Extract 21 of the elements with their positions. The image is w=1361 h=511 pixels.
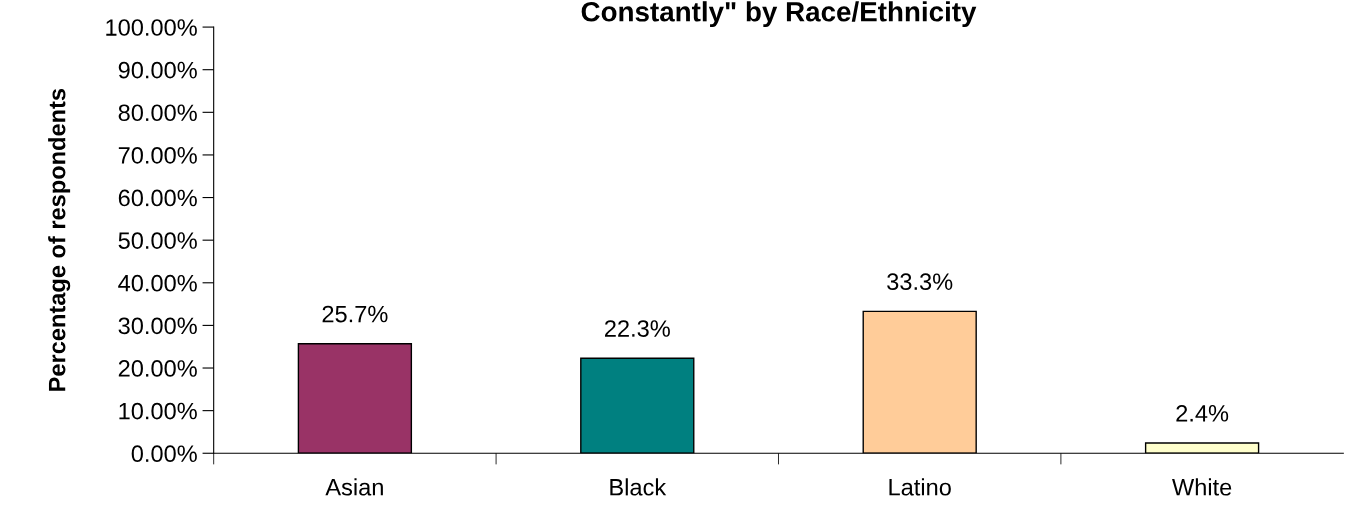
x-tick-label: Latino (889, 478, 951, 496)
y-tick-label: 30.00% (118, 317, 197, 335)
y-tick-label: 50.00% (118, 232, 197, 249)
y-tick-label: 80.00% (118, 104, 197, 122)
x-tick-label: Black (610, 478, 667, 496)
y-tick-label: 10.00% (119, 402, 197, 420)
x-tick-label: Asian (325, 478, 383, 496)
y-tick-label: 0.00% (131, 445, 197, 463)
y-tick-label: 70.00% (118, 147, 197, 164)
y-tick-label: 20.00% (118, 360, 197, 377)
data-label: 2.4% (1176, 404, 1229, 422)
chart-title: Constantly" by Race/Ethnicity (581, 1, 977, 28)
y-tick-label: 60.00% (118, 189, 197, 207)
data-label: 22.3% (605, 320, 670, 337)
y-tick-label: 90.00% (118, 61, 197, 79)
data-label: 25.7% (322, 305, 388, 323)
y-axis-title: Percentage of respondents (48, 88, 71, 391)
x-tick-label: White (1172, 478, 1232, 496)
y-tick-label: 40.00% (118, 274, 197, 292)
data-label: 33.3% (887, 273, 953, 291)
y-tick-label: 100.00% (106, 19, 197, 36)
